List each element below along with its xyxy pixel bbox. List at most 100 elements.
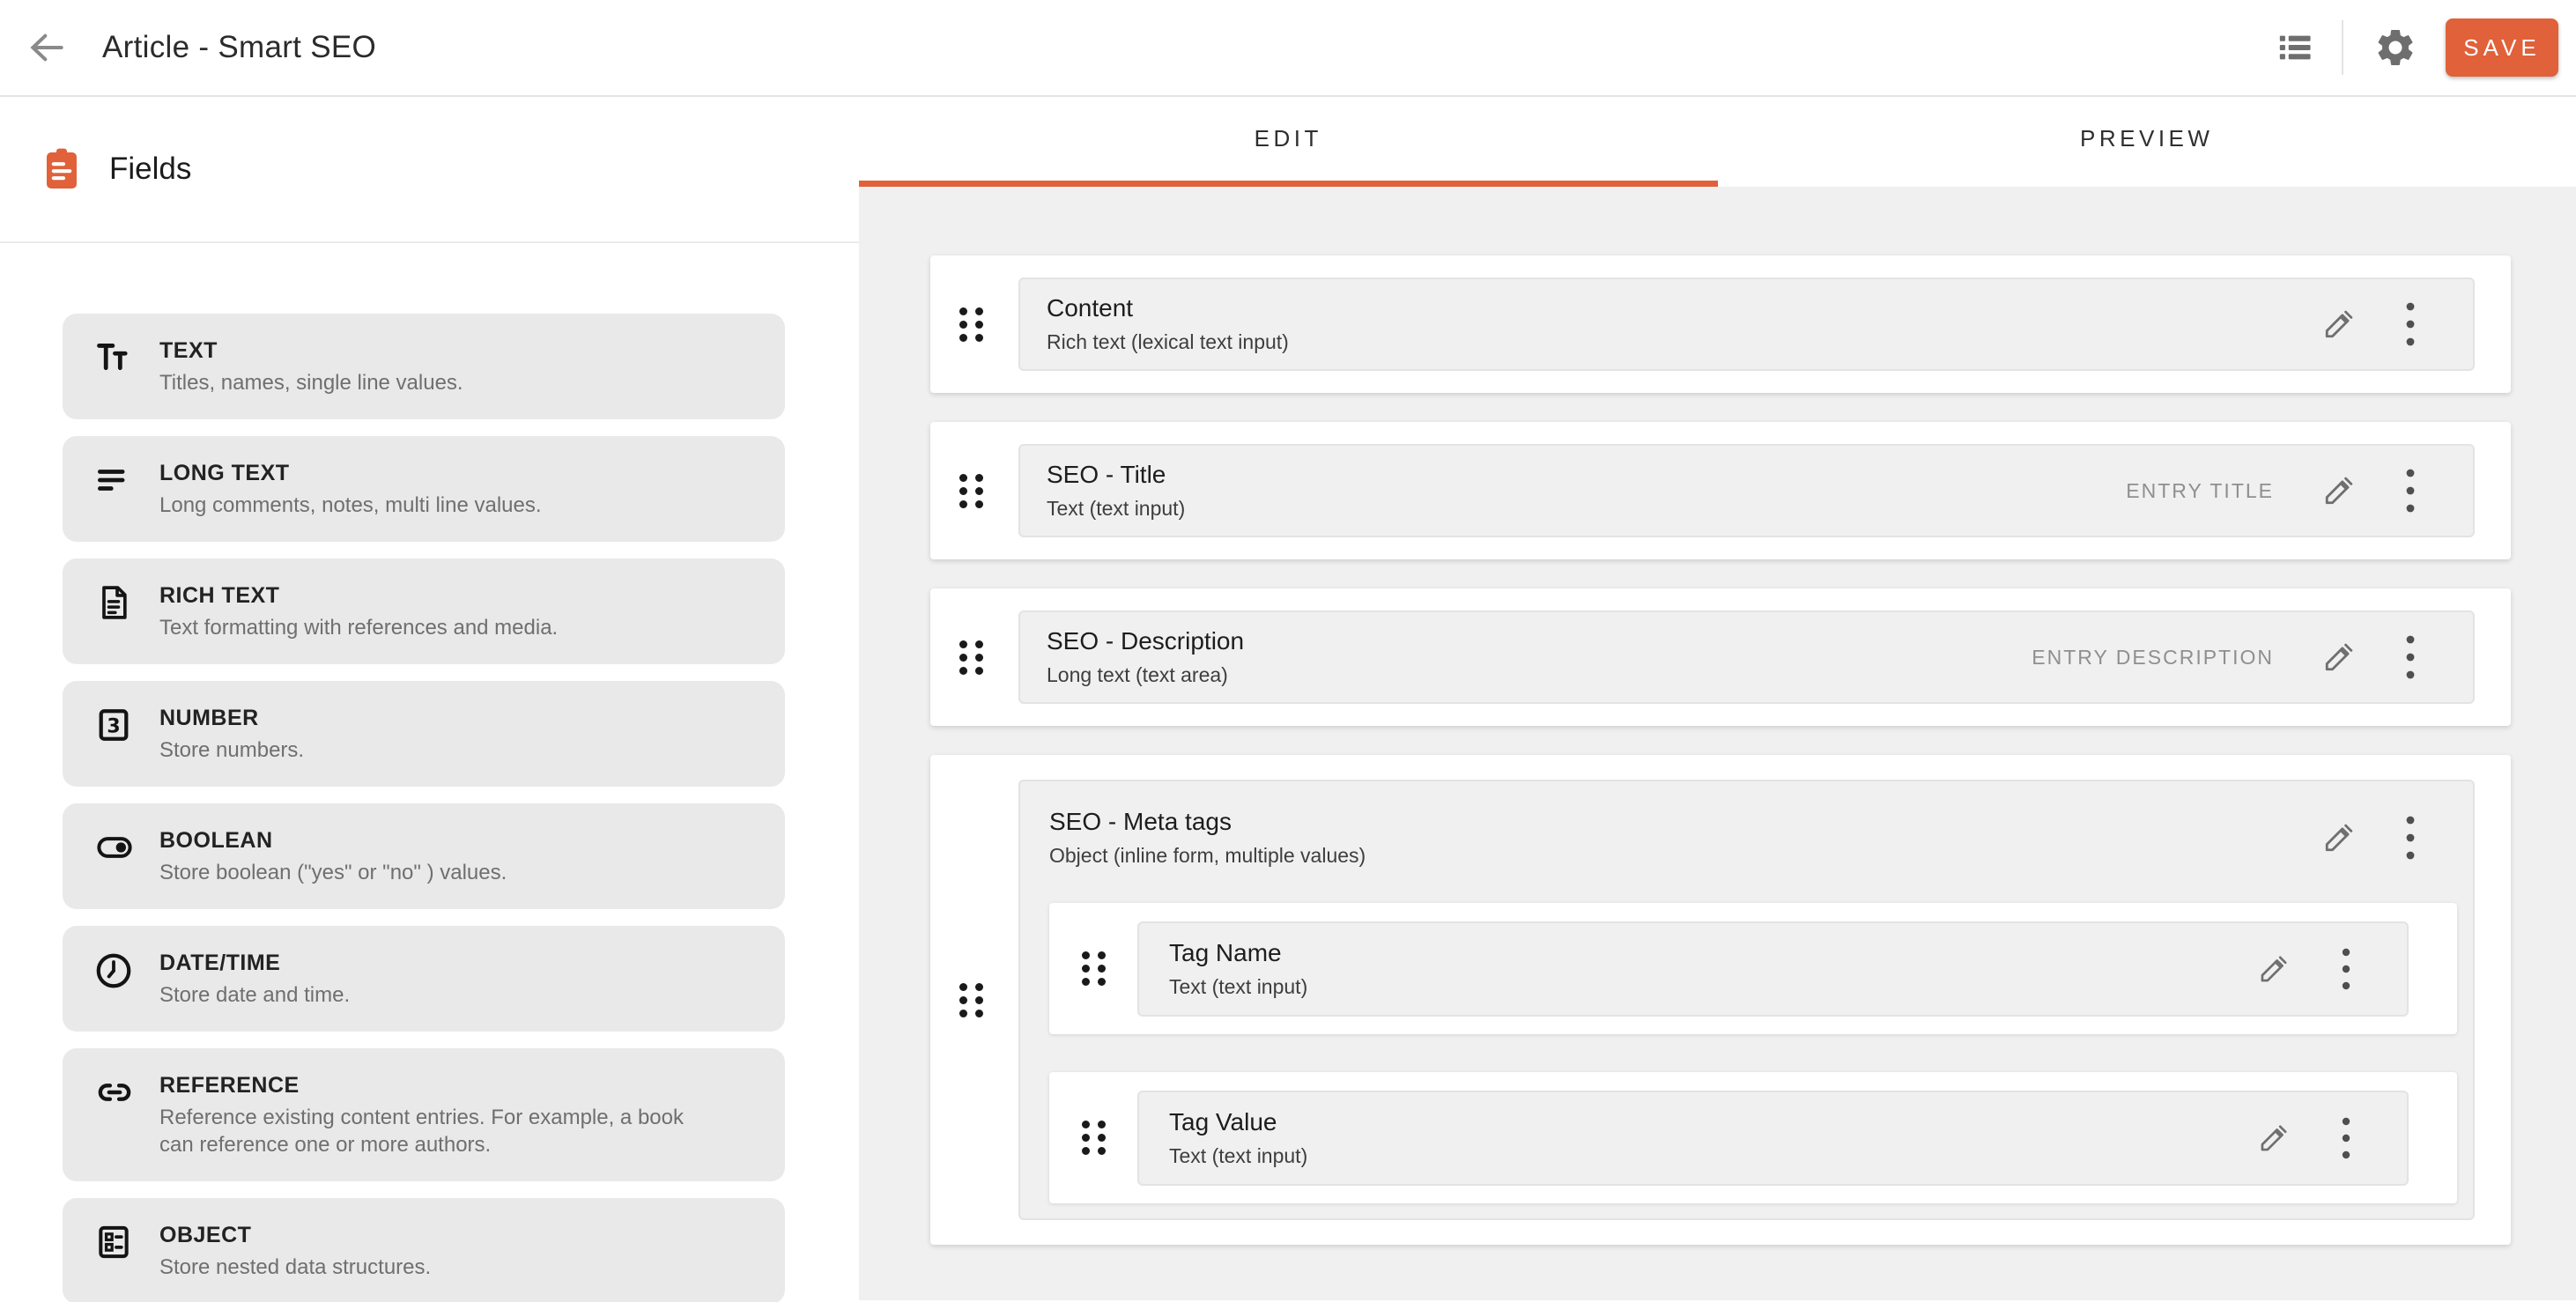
field-type-title: REFERENCE — [159, 1073, 300, 1098]
field-card-content: Content Rich text (lexical text input) — [930, 255, 2511, 393]
field-type-description: Long comments, notes, multi line values. — [159, 493, 542, 517]
field-card-subtitle: Object (inline form, multiple values) — [1049, 844, 1366, 867]
fields-title: Fields — [109, 152, 192, 186]
pencil-icon — [2321, 640, 2357, 675]
sidebar-item-text[interactable]: TEXT Titles, names, single line values. — [63, 314, 785, 419]
reference-icon — [93, 1071, 159, 1112]
fields-sidebar: Fields TEXT Titles, names, single line v… — [0, 97, 859, 1302]
field-type-list: TEXT Titles, names, single line values. … — [0, 243, 859, 1302]
field-type-title: NUMBER — [159, 706, 259, 730]
pencil-icon — [2257, 952, 2291, 986]
kebab-icon — [2404, 633, 2417, 682]
nested-field-inner: Tag Value Text (text input) — [1137, 1090, 2409, 1186]
edit-field-button[interactable] — [2257, 1121, 2291, 1155]
back-button[interactable] — [23, 24, 70, 71]
field-card-subtitle: Rich text (lexical text input) — [1047, 330, 1289, 353]
field-card-title: SEO - Meta tags — [1049, 808, 1232, 835]
sidebar-item-number[interactable]: 3 NUMBER Store numbers. — [63, 681, 785, 787]
save-button[interactable]: SAVE — [2446, 18, 2558, 77]
field-card-title: Content — [1047, 294, 1134, 322]
field-menu-button[interactable] — [2404, 466, 2417, 515]
field-card-title: SEO - Description — [1047, 627, 1245, 655]
gear-icon — [2373, 26, 2417, 70]
field-type-title: BOOLEAN — [159, 828, 273, 853]
pencil-icon — [2321, 820, 2357, 855]
page-title: Article - Smart SEO — [102, 30, 377, 64]
sidebar-item-reference[interactable]: REFERENCE Reference existing content ent… — [63, 1048, 785, 1181]
sidebar-item-date-time[interactable]: DATE/TIME Store date and time. — [63, 926, 785, 1032]
back-arrow-icon — [29, 33, 64, 63]
field-card-seo-description: SEO - Description Long text (text area) … — [930, 588, 2511, 726]
pencil-icon — [2321, 473, 2357, 508]
field-menu-button[interactable] — [2404, 813, 2417, 862]
edit-field-button[interactable] — [2321, 307, 2357, 342]
object-icon — [93, 1221, 159, 1261]
sidebar-item-boolean[interactable]: BOOLEAN Store boolean ("yes" or "no" ) v… — [63, 803, 785, 909]
field-type-description: Store date and time. — [159, 983, 351, 1007]
field-type-description: Store boolean ("yes" or "no" ) values. — [159, 861, 507, 884]
field-type-description: Store numbers. — [159, 738, 305, 762]
fields-header: Fields — [0, 97, 859, 243]
nested-field-card-tag-value: Tag Value Text (text input) — [1049, 1072, 2457, 1203]
long-text-icon — [93, 459, 159, 499]
sidebar-item-rich-text[interactable]: RICH TEXT Text formatting with reference… — [63, 559, 785, 664]
field-menu-button[interactable] — [2340, 946, 2352, 992]
field-card-subtitle: Text (text input) — [1047, 497, 1186, 520]
field-type-description: Text formatting with references and medi… — [159, 616, 559, 640]
field-card-inner: SEO - Description Long text (text area) … — [1018, 610, 2475, 704]
list-view-button[interactable] — [2275, 29, 2315, 66]
svg-text:3: 3 — [107, 715, 120, 737]
field-card-inner: SEO - Title Text (text input) ENTRY TITL… — [1018, 444, 2475, 537]
edit-field-button[interactable] — [2321, 640, 2357, 675]
edit-field-button[interactable] — [2257, 952, 2291, 986]
nested-field-inner: Tag Name Text (text input) — [1137, 921, 2409, 1017]
topbar-actions: SAVE — [2275, 18, 2558, 77]
settings-button[interactable] — [2373, 26, 2417, 70]
edit-field-button[interactable] — [2321, 820, 2357, 855]
topbar: Article - Smart SEO SAVE — [0, 0, 2576, 97]
rich-text-icon — [93, 581, 159, 622]
drag-handle-icon[interactable] — [959, 473, 983, 508]
kebab-icon — [2340, 1115, 2352, 1161]
datetime-icon — [93, 949, 159, 991]
drag-handle-icon[interactable] — [959, 982, 983, 1017]
tab-preview[interactable]: PREVIEW — [2080, 125, 2214, 152]
clipboard-icon — [44, 147, 79, 191]
drag-handle-icon[interactable] — [959, 640, 983, 675]
field-menu-button[interactable] — [2404, 300, 2417, 349]
field-type-description: Reference existing content entries. For … — [159, 1106, 684, 1157]
field-type-description: Store nested data structures. — [159, 1255, 432, 1279]
field-type-title: TEXT — [159, 338, 218, 363]
text-icon — [93, 337, 159, 377]
kebab-icon — [2404, 466, 2417, 515]
field-role-badge: ENTRY TITLE — [2126, 478, 2274, 502]
sidebar-item-long-text[interactable]: LONG TEXT Long comments, notes, multi li… — [63, 436, 785, 542]
kebab-icon — [2404, 300, 2417, 349]
field-role-badge: ENTRY DESCRIPTION — [2032, 645, 2274, 669]
nested-fields: Tag Name Text (text input) — [1049, 903, 2473, 1203]
tab-bar: EDIT PREVIEW — [859, 97, 2576, 187]
field-card-seo-meta-tags: SEO - Meta tags Object (inline form, mul… — [930, 755, 2511, 1245]
drag-handle-icon[interactable] — [1081, 1121, 1106, 1155]
field-menu-button[interactable] — [2404, 633, 2417, 682]
object-field-inner: SEO - Meta tags Object (inline form, mul… — [1018, 780, 2475, 1220]
number-icon: 3 — [93, 704, 159, 744]
topbar-divider — [2342, 20, 2343, 75]
edit-field-button[interactable] — [2321, 473, 2357, 508]
field-cards-area: Content Rich text (lexical text input) — [859, 187, 2576, 1300]
field-type-description: Titles, names, single line values. — [159, 371, 463, 395]
drag-handle-icon[interactable] — [959, 307, 983, 342]
field-type-title: OBJECT — [159, 1223, 252, 1247]
field-card-subtitle: Text (text input) — [1169, 1143, 1308, 1167]
drag-handle-icon[interactable] — [1081, 951, 1106, 986]
tab-edit[interactable]: EDIT — [859, 97, 1718, 187]
field-type-title: RICH TEXT — [159, 583, 280, 608]
field-type-title: LONG TEXT — [159, 461, 290, 485]
pencil-icon — [2257, 1121, 2291, 1155]
field-card-title: SEO - Title — [1047, 461, 1166, 488]
field-card-seo-title: SEO - Title Text (text input) ENTRY TITL… — [930, 422, 2511, 559]
field-type-title: DATE/TIME — [159, 951, 281, 975]
field-menu-button[interactable] — [2340, 1115, 2352, 1161]
kebab-icon — [2404, 813, 2417, 862]
sidebar-item-object[interactable]: OBJECT Store nested data structures. — [63, 1198, 785, 1302]
